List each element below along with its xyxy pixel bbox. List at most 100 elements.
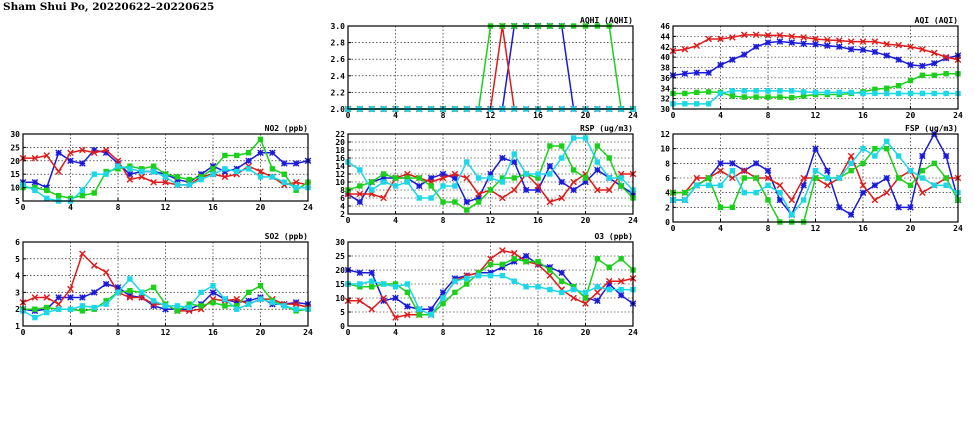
aqi-xtick-label: 8 xyxy=(766,111,771,120)
fsp-series-2-point xyxy=(693,174,701,182)
no2-series-4-point xyxy=(234,168,240,175)
aqi-ytick-label: 38 xyxy=(660,64,670,73)
o3-series-4-point xyxy=(357,281,363,287)
rsp-series-1-point xyxy=(534,186,542,194)
rsp-xtick-label: 8 xyxy=(441,216,446,225)
so2-series-4-point xyxy=(257,296,264,302)
aqi-series-3-point xyxy=(777,94,783,100)
o3-series-4-point xyxy=(511,278,517,284)
rsp-ytick-label: 4 xyxy=(340,202,345,211)
so2-xtick-label: 8 xyxy=(116,328,121,337)
aqi-series-4-point xyxy=(789,88,795,94)
fsp-series-1-point xyxy=(752,160,760,167)
rsp-series-4-point xyxy=(594,159,601,165)
fsp-series-1-point xyxy=(717,160,724,167)
aqi-series-2-point xyxy=(729,34,736,41)
no2-series-4-point xyxy=(91,171,97,177)
fsp-series-2-point xyxy=(729,174,736,182)
o3-series-3-point xyxy=(452,289,458,296)
aqi-ytick-label: 36 xyxy=(660,74,670,83)
o3-series-3-point xyxy=(606,264,612,270)
aqi-series-1-point xyxy=(776,38,784,45)
aqi-series-1-point xyxy=(717,61,724,69)
so2-xtick-label: 4 xyxy=(68,328,73,337)
aqi-series-4-point xyxy=(800,89,807,95)
aqi-series-3-point xyxy=(765,94,771,100)
no2-series-2-point xyxy=(150,178,157,186)
aqi-series-1-point xyxy=(693,69,701,76)
so2-series-3-point xyxy=(210,299,216,306)
fsp-series-4-point xyxy=(741,189,747,196)
no2-series-4-point xyxy=(162,174,169,180)
aqi-series-3-point xyxy=(895,82,902,89)
no2-series-2-point xyxy=(126,176,134,183)
no2-series-4-point xyxy=(293,184,299,191)
rsp-series-2-point xyxy=(439,174,447,182)
aqi-series-4-point xyxy=(919,90,926,97)
o3-series-1-point xyxy=(356,269,364,277)
fsp-series-3-point xyxy=(872,145,878,152)
aqi-series-3-point xyxy=(753,94,759,100)
fsp-series-4-point xyxy=(789,211,795,218)
o3-series-4-point xyxy=(475,272,482,279)
o3-series-3-point xyxy=(535,258,541,265)
no2-series-3-point xyxy=(257,136,264,143)
aqi-series-1-point xyxy=(705,69,712,76)
o3-series-4-point xyxy=(594,284,601,290)
rsp-series-4-point xyxy=(440,183,446,189)
aqi-ytick-label: 30 xyxy=(660,105,670,114)
rsp-series-4-point xyxy=(392,183,399,189)
rsp-series-2-point xyxy=(510,186,518,194)
fsp-series-3-point xyxy=(848,167,854,174)
rsp-series-3-point xyxy=(547,143,553,149)
no2-series-4-point xyxy=(222,166,228,172)
aqi-series-4-point xyxy=(931,90,937,97)
rsp-series-2-point xyxy=(558,194,566,202)
o3-series-1-point xyxy=(380,297,387,305)
aqi-series-1-point xyxy=(895,56,902,64)
fsp-series-4-point xyxy=(931,182,937,189)
fsp-series-2-point xyxy=(788,196,796,204)
aqi-series-2-point xyxy=(800,34,807,41)
aqi-series-1-point xyxy=(740,51,748,58)
aqi-xtick-label: 16 xyxy=(858,111,868,120)
aqi-series-4-point xyxy=(741,88,747,94)
fsp-xtick-label: 0 xyxy=(671,224,676,233)
aqi-series-2-point xyxy=(907,43,914,51)
no2-series-1-point xyxy=(79,160,86,167)
no2-ytick-label: 15 xyxy=(10,170,20,179)
aqi-series-2-point xyxy=(776,32,784,39)
so2-ytick-label: 4 xyxy=(15,272,20,281)
fsp-series-3-point xyxy=(729,204,736,211)
no2-series-4-point xyxy=(186,182,192,188)
aqi-series-1-point xyxy=(788,39,796,46)
rsp-ytick-label: 18 xyxy=(335,146,345,155)
no2-series-4-point xyxy=(281,179,287,185)
o3-series-2-point xyxy=(617,277,625,285)
aqi-series-2 xyxy=(669,31,962,64)
no2-chart-title: NO2 (ppb) xyxy=(265,124,308,133)
fsp-series-3-point xyxy=(919,167,926,174)
fsp-ytick-label: 12 xyxy=(660,130,670,139)
rsp-series-1-point xyxy=(510,158,518,166)
fsp-series-3-point xyxy=(741,175,747,181)
aqi-ytick-label: 42 xyxy=(660,43,670,52)
o3-series-4-point xyxy=(440,295,446,301)
rsp-series-2-point xyxy=(546,198,554,206)
so2-series-4-point xyxy=(139,289,145,296)
so2-series-1-point xyxy=(162,305,169,313)
no2-series-4-point xyxy=(269,174,276,180)
o3-ytick-label: 20 xyxy=(335,266,345,275)
rsp-series-4-point xyxy=(464,159,470,165)
aqi-series-1-point xyxy=(729,56,736,64)
rsp-series-2-point xyxy=(534,182,542,190)
so2-series-4-point xyxy=(245,301,252,307)
rsp-series-3-point xyxy=(582,175,589,181)
o3-series-1-point xyxy=(594,297,601,305)
so2-series-1-point xyxy=(233,299,241,306)
fsp-series-1-point xyxy=(942,152,950,160)
rsp-series-3-point xyxy=(511,175,517,181)
no2-xtick-label: 12 xyxy=(161,203,171,212)
o3-series-3-point xyxy=(487,261,494,268)
